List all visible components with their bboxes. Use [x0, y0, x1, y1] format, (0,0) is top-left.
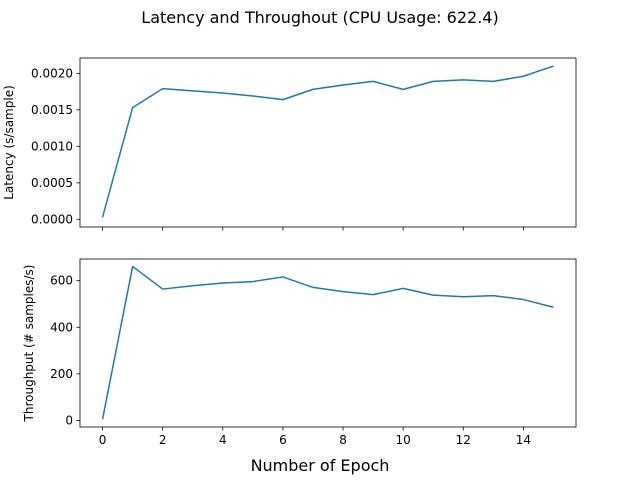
latency-axes-frame	[79, 57, 577, 228]
latency-y-tick-label: 0.0015	[31, 103, 73, 117]
throughput-x-tick-label: 0	[99, 433, 107, 447]
throughput-y-tick-label: 600	[50, 274, 73, 288]
latency-subplot: 0.0000 0.0005 0.0010 0.0015 0.0020 Latency (s…	[2, 57, 577, 231]
latency-y-tick-label: 0.0020	[31, 66, 73, 80]
throughput-x-tick-label: 6	[279, 433, 287, 447]
x-axis-label: Number of Epoch	[251, 456, 390, 475]
latency-y-axis-label: Latency (s/sample)	[2, 85, 16, 200]
throughput-axes-frame	[79, 258, 577, 428]
throughput-y-tick-label: 200	[50, 367, 73, 381]
latency-y-tick-label: 0.0010	[31, 139, 73, 153]
latency-series-line	[101, 65, 554, 218]
latency-y-tick-label: 0.0000	[31, 212, 73, 226]
throughput-x-tick-label: 4	[219, 433, 227, 447]
figure-title: Latency and Throughout (CPU Usage: 622.4…	[141, 8, 498, 27]
throughput-x-tick-label: 2	[159, 433, 167, 447]
throughput-y-tick-label: 400	[50, 320, 73, 334]
throughput-series-line	[101, 265, 554, 420]
throughput-y-tick-label: 0	[65, 413, 73, 427]
latency-y-tick-label: 0.0005	[31, 176, 73, 190]
throughput-x-tick-label: 14	[516, 433, 531, 447]
throughput-y-axis-label: Throughput (# samples/s)	[22, 265, 36, 423]
throughput-subplot: 0 2 4 6 8 10 12 14 0 200 400 600 Throughput (# sampl…	[22, 258, 577, 447]
throughput-x-tick-label: 8	[339, 433, 347, 447]
throughput-x-tick-label: 10	[396, 433, 411, 447]
throughput-x-tick-label: 12	[456, 433, 471, 447]
